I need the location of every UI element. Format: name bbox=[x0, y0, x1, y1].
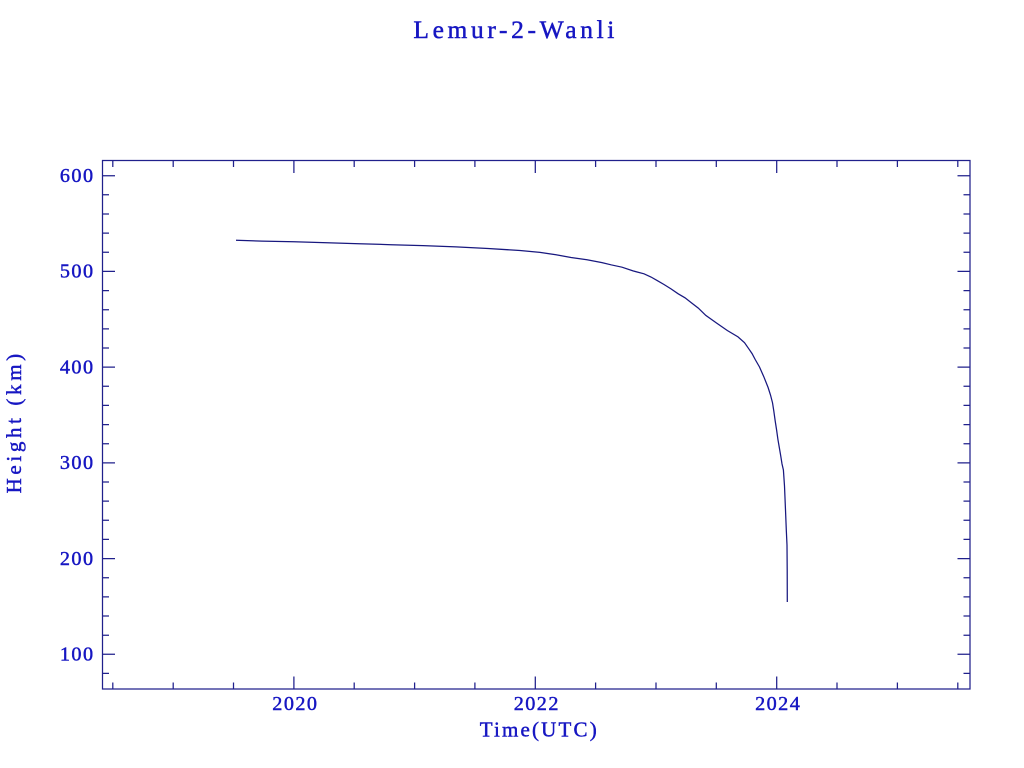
svg-text:400: 400 bbox=[60, 356, 95, 378]
svg-text:Lemur-2-Wanli: Lemur-2-Wanli bbox=[413, 15, 618, 44]
svg-text:Height (km): Height (km) bbox=[2, 350, 26, 493]
svg-text:300: 300 bbox=[60, 452, 95, 474]
svg-text:600: 600 bbox=[60, 165, 95, 187]
svg-text:2024: 2024 bbox=[755, 693, 801, 715]
svg-text:500: 500 bbox=[60, 261, 95, 283]
svg-text:Time(UTC): Time(UTC) bbox=[480, 718, 599, 742]
svg-text:2022: 2022 bbox=[514, 693, 560, 715]
svg-text:2020: 2020 bbox=[272, 693, 318, 715]
svg-text:200: 200 bbox=[60, 548, 95, 570]
svg-text:100: 100 bbox=[60, 644, 95, 666]
